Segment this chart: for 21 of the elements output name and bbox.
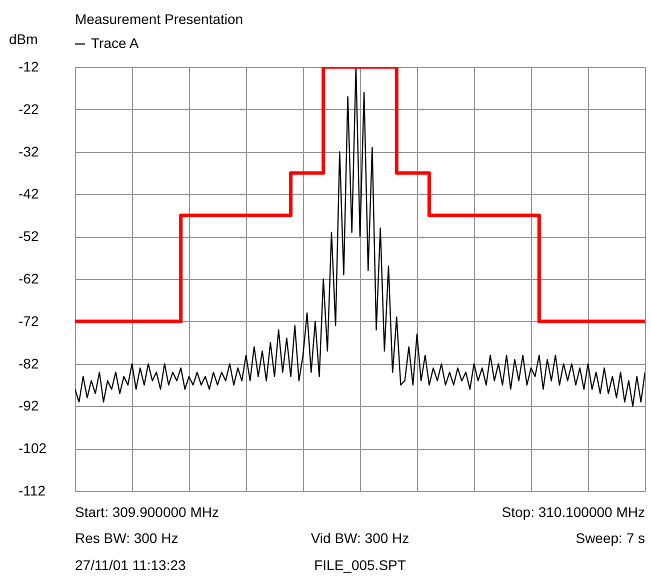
chart-title: Measurement Presentation bbox=[75, 11, 244, 27]
legend-label: Trace A bbox=[91, 35, 140, 51]
y-tick-label: -62 bbox=[18, 270, 39, 286]
y-tick-label: -72 bbox=[18, 312, 39, 329]
y-tick-label: -42 bbox=[18, 186, 39, 202]
text: Start: 309.900000 MHz bbox=[75, 504, 219, 520]
text: Vid BW: 300 Hz bbox=[310, 530, 410, 546]
y-tick-label: -112 bbox=[18, 482, 46, 498]
y-tick-label: -22 bbox=[18, 100, 39, 117]
text: Res BW: 300 Hz bbox=[75, 530, 178, 546]
text: FILE_005.SPT bbox=[314, 557, 406, 573]
y-tick-label: -52 bbox=[18, 228, 39, 244]
text: 27/11/01 11:13:23 bbox=[75, 557, 186, 573]
y-tick-label: -12 bbox=[18, 58, 39, 74]
text: Sweep: 7 s bbox=[576, 530, 645, 546]
y-tick-label: -92 bbox=[18, 398, 39, 414]
y-axis-title: dBm bbox=[9, 31, 38, 47]
text: Stop: 310.100000 MHz bbox=[502, 504, 645, 520]
y-tick-label: -102 bbox=[18, 440, 47, 456]
y-tick-label: -82 bbox=[18, 355, 39, 372]
y-tick-label: -32 bbox=[18, 143, 39, 160]
